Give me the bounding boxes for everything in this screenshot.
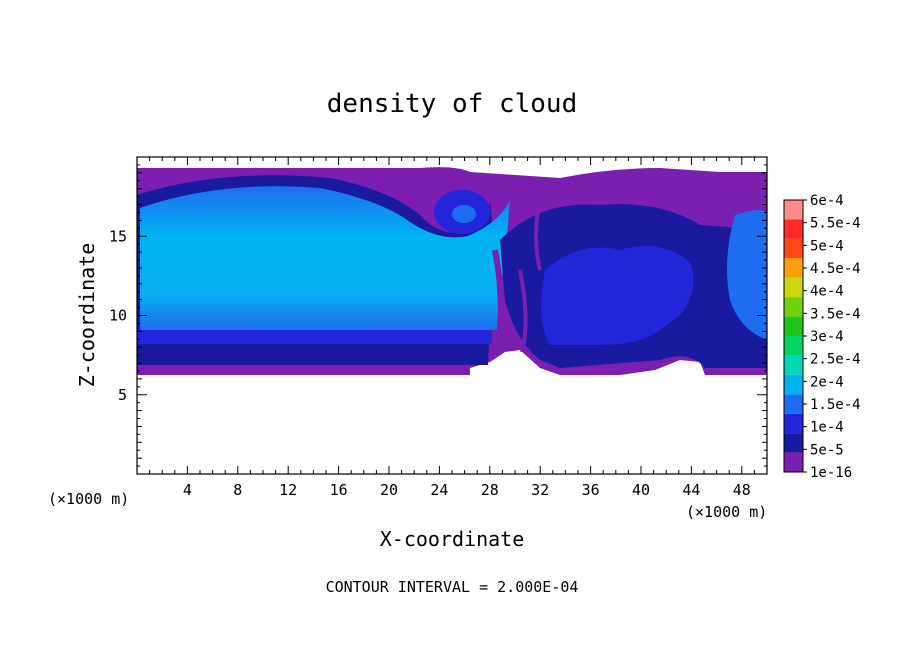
x-tick-label: 28 xyxy=(481,481,499,499)
colorbar-swatch xyxy=(784,413,803,434)
x-tick-label: 24 xyxy=(430,481,448,499)
colorbar-swatch xyxy=(784,277,803,298)
x-tick-label: 32 xyxy=(531,481,549,499)
left-core xyxy=(140,186,510,330)
colorbar-label: 2e-4 xyxy=(810,374,844,390)
x-unit-label: (×1000 m) xyxy=(48,490,129,508)
right-edge-core xyxy=(726,210,767,340)
mixing-streak xyxy=(518,269,528,353)
colorbar-swatch xyxy=(784,355,803,375)
colorbar-label: 5.5e-4 xyxy=(810,216,861,232)
colorbar-swatch xyxy=(784,219,803,239)
y-axis-label: Z-coordinate xyxy=(75,243,99,388)
x-tick-label: 16 xyxy=(330,481,348,499)
x-tick-label: 12 xyxy=(279,481,297,499)
y-unit-label: (×1000 m) xyxy=(686,503,767,521)
x-tick-label: 48 xyxy=(733,481,751,499)
x-tick-label: 36 xyxy=(582,481,600,499)
swirl-inner xyxy=(452,205,476,223)
right-blue-region xyxy=(541,246,694,345)
colorbar-swatch xyxy=(784,258,803,278)
y-tick-label: 5 xyxy=(118,386,127,404)
colorbar-swatch xyxy=(784,297,803,317)
colorbar-label: 1.5e-4 xyxy=(810,397,861,413)
colorbar-label: 5e-5 xyxy=(810,442,844,458)
colorbar-swatch xyxy=(784,394,803,414)
colorbar-swatch xyxy=(784,238,803,259)
x-tick-label: 4 xyxy=(183,481,192,499)
colorbar-swatch xyxy=(784,316,803,336)
colorbar-swatch xyxy=(784,200,803,220)
left-lower-band xyxy=(137,330,492,344)
mixing-streak xyxy=(492,249,504,356)
x-axis-label: X-coordinate xyxy=(380,527,525,551)
colorbar-label: 1e-16 xyxy=(810,465,852,481)
colorbar-label: 3e-4 xyxy=(810,329,844,345)
colorbar-label: 4e-4 xyxy=(810,284,844,300)
colorbar-label: 5e-4 xyxy=(810,238,844,254)
y-tick-label: 15 xyxy=(109,227,127,245)
x-tick-label: 8 xyxy=(233,481,242,499)
x-tick-label: 44 xyxy=(682,481,700,499)
colorbar-swatch xyxy=(784,452,803,472)
y-tick-label: 10 xyxy=(109,307,127,325)
chart-title: density of cloud xyxy=(327,89,577,119)
contour-interval-note: CONTOUR INTERVAL = 2.000E-04 xyxy=(326,578,579,596)
colorbar-swatch xyxy=(784,433,803,453)
colorbar-label: 1e-4 xyxy=(810,420,844,436)
x-tick-label: 20 xyxy=(380,481,398,499)
colorbar: 1e-16 5e-5 1e-4 1.5e-4 2e-4 2.5e-4 3e-4 3.5e-4 4… xyxy=(783,193,861,481)
cloud-field xyxy=(137,167,767,375)
x-tick-label: 40 xyxy=(632,481,650,499)
colorbar-swatch xyxy=(784,374,803,395)
colorbar-label: 6e-4 xyxy=(810,193,844,209)
mixing-streak xyxy=(534,179,547,271)
colorbar-label: 3.5e-4 xyxy=(810,306,861,322)
colorbar-label: 4.5e-4 xyxy=(810,261,861,277)
colorbar-label: 2.5e-4 xyxy=(810,352,861,368)
colorbar-swatch xyxy=(784,336,803,356)
